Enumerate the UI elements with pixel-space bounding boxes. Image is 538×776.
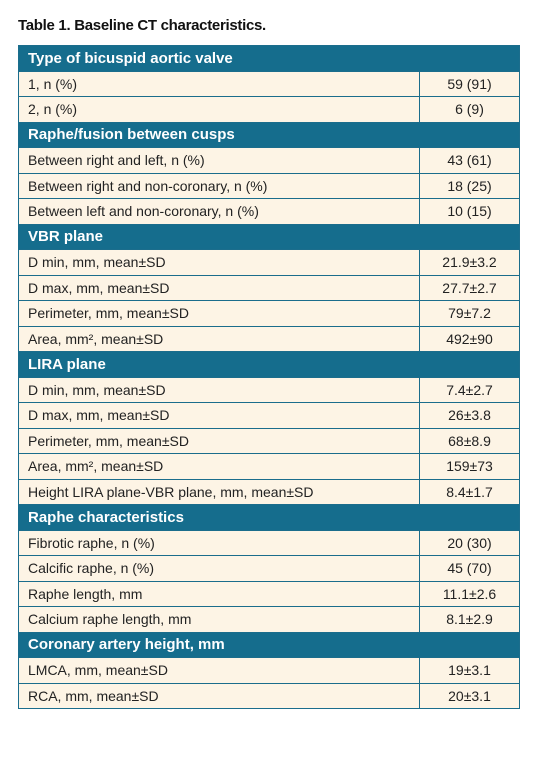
row-value: 10 (15) bbox=[419, 198, 520, 225]
table-row: Area, mm², mean±SD 492±90 bbox=[18, 325, 520, 352]
section-heading: LIRA plane bbox=[18, 351, 520, 378]
section-header: Coronary artery height, mm bbox=[18, 631, 520, 658]
table-row: Height LIRA plane-VBR plane, mm, mean±SD… bbox=[18, 478, 520, 505]
table-row: Perimeter, mm, mean±SD 68±8.9 bbox=[18, 427, 520, 454]
table-row: D max, mm, mean±SD 27.7±2.7 bbox=[18, 274, 520, 301]
table-row: D min, mm, mean±SD 21.9±3.2 bbox=[18, 249, 520, 276]
row-label: Calcium raphe length, mm bbox=[18, 606, 420, 633]
row-label: Between left and non-coronary, n (%) bbox=[18, 198, 420, 225]
row-value: 79±7.2 bbox=[419, 300, 520, 327]
section-header: Type of bicuspid aortic valve bbox=[18, 45, 520, 72]
row-value: 27.7±2.7 bbox=[419, 274, 520, 301]
row-label: D min, mm, mean±SD bbox=[18, 249, 420, 276]
row-value: 59 (91) bbox=[419, 70, 520, 97]
table-row: D max, mm, mean±SD 26±3.8 bbox=[18, 402, 520, 429]
row-value: 26±3.8 bbox=[419, 402, 520, 429]
table-row: Between right and left, n (%) 43 (61) bbox=[18, 147, 520, 174]
table-row: Calcific raphe, n (%) 45 (70) bbox=[18, 555, 520, 582]
row-value: 45 (70) bbox=[419, 555, 520, 582]
table-row: Fibrotic raphe, n (%) 20 (30) bbox=[18, 529, 520, 556]
section-heading: Coronary artery height, mm bbox=[18, 631, 520, 658]
table-row: Calcium raphe length, mm 8.1±2.9 bbox=[18, 606, 520, 633]
row-label: Between right and non-coronary, n (%) bbox=[18, 172, 420, 199]
section-heading: Type of bicuspid aortic valve bbox=[18, 45, 520, 72]
table: Type of bicuspid aortic valve 1, n (%) 59 … bbox=[18, 45, 520, 709]
row-value: 20±3.1 bbox=[419, 682, 520, 709]
row-value: 6 (9) bbox=[419, 96, 520, 123]
row-value: 159±73 bbox=[419, 453, 520, 480]
row-value: 43 (61) bbox=[419, 147, 520, 174]
section-heading: Raphe/fusion between cusps bbox=[18, 121, 520, 148]
row-value: 8.1±2.9 bbox=[419, 606, 520, 633]
row-label: D max, mm, mean±SD bbox=[18, 274, 420, 301]
row-label: 2, n (%) bbox=[18, 96, 420, 123]
row-value: 8.4±1.7 bbox=[419, 478, 520, 505]
row-value: 7.4±2.7 bbox=[419, 376, 520, 403]
table-row: RCA, mm, mean±SD 20±3.1 bbox=[18, 682, 520, 709]
row-value: 492±90 bbox=[419, 325, 520, 352]
row-value: 18 (25) bbox=[419, 172, 520, 199]
section-heading: VBR plane bbox=[18, 223, 520, 250]
section-header: Raphe/fusion between cusps bbox=[18, 121, 520, 148]
table-row: 2, n (%) 6 (9) bbox=[18, 96, 520, 123]
table-row: Perimeter, mm, mean±SD 79±7.2 bbox=[18, 300, 520, 327]
row-label: Area, mm², mean±SD bbox=[18, 453, 420, 480]
table-row: D min, mm, mean±SD 7.4±2.7 bbox=[18, 376, 520, 403]
table-title: Table 1. Baseline CT characteristics. bbox=[18, 17, 266, 34]
row-label: RCA, mm, mean±SD bbox=[18, 682, 420, 709]
row-value: 19±3.1 bbox=[419, 657, 520, 684]
table-row: Between left and non-coronary, n (%) 10 (… bbox=[18, 198, 520, 225]
table-row: 1, n (%) 59 (91) bbox=[18, 70, 520, 97]
table-row: Area, mm², mean±SD 159±73 bbox=[18, 453, 520, 480]
section-header: VBR plane bbox=[18, 223, 520, 250]
section-heading: Raphe characteristics bbox=[18, 504, 520, 531]
row-label: LMCA, mm, mean±SD bbox=[18, 657, 420, 684]
row-label: Perimeter, mm, mean±SD bbox=[18, 300, 420, 327]
table-row: Raphe length, mm 11.1±2.6 bbox=[18, 580, 520, 607]
row-label: Between right and left, n (%) bbox=[18, 147, 420, 174]
row-value: 68±8.9 bbox=[419, 427, 520, 454]
row-label: D max, mm, mean±SD bbox=[18, 402, 420, 429]
row-label: Fibrotic raphe, n (%) bbox=[18, 529, 420, 556]
table-row: Between right and non-coronary, n (%) 18 … bbox=[18, 172, 520, 199]
table-row: LMCA, mm, mean±SD 19±3.1 bbox=[18, 657, 520, 684]
row-value: 21.9±3.2 bbox=[419, 249, 520, 276]
row-label: 1, n (%) bbox=[18, 70, 420, 97]
row-value: 11.1±2.6 bbox=[419, 580, 520, 607]
row-label: Raphe length, mm bbox=[18, 580, 420, 607]
row-label: Area, mm², mean±SD bbox=[18, 325, 420, 352]
row-value: 20 (30) bbox=[419, 529, 520, 556]
row-label: Height LIRA plane-VBR plane, mm, mean±SD bbox=[18, 478, 420, 505]
row-label: Calcific raphe, n (%) bbox=[18, 555, 420, 582]
row-label: D min, mm, mean±SD bbox=[18, 376, 420, 403]
row-label: Perimeter, mm, mean±SD bbox=[18, 427, 420, 454]
section-header: Raphe characteristics bbox=[18, 504, 520, 531]
section-header: LIRA plane bbox=[18, 351, 520, 378]
